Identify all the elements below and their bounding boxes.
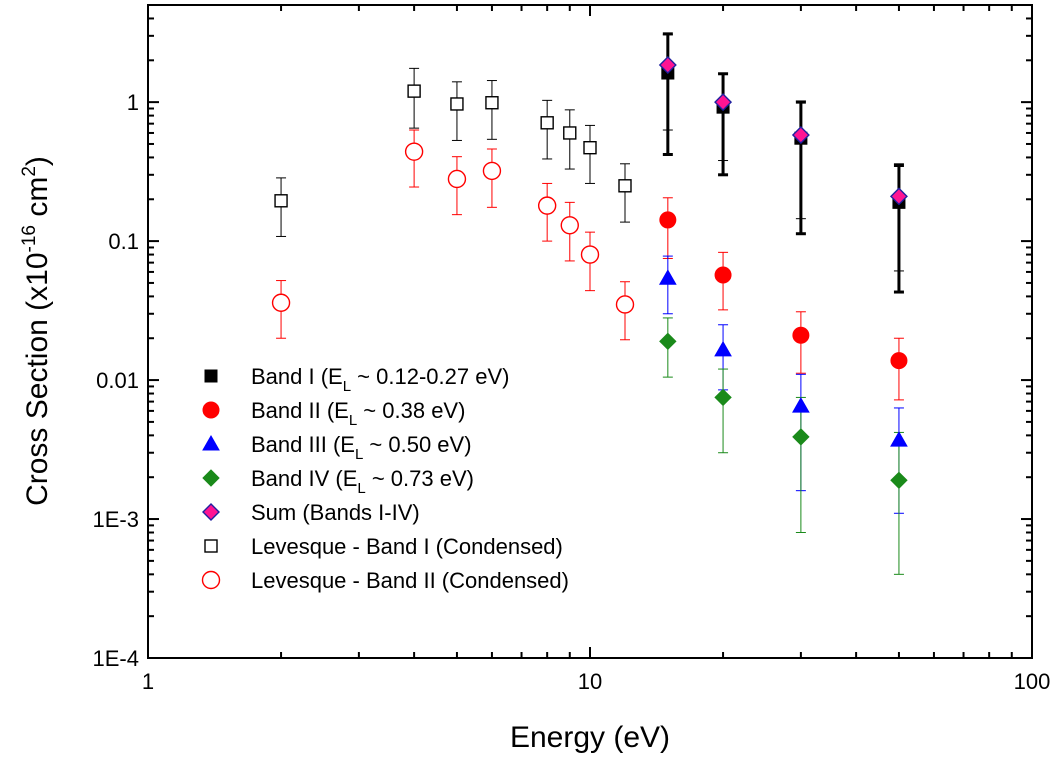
y-axis-title-end: ) xyxy=(21,156,54,166)
y-axis-title-mid: cm xyxy=(21,177,54,225)
data-point xyxy=(563,126,577,140)
legend-label: Band I (EL ~ 0.12-0.27 eV) xyxy=(251,364,509,395)
plot-frame xyxy=(147,4,1033,659)
data-point xyxy=(658,56,677,74)
data-point xyxy=(537,196,557,215)
x-tick-label: 1 xyxy=(142,669,154,694)
data-point xyxy=(792,397,810,413)
data-point xyxy=(407,84,421,98)
x-tick-label: 100 xyxy=(1014,669,1051,694)
y-tick-label: 1E-4 xyxy=(93,646,139,671)
legend-label: Band III (EL ~ 0.50 eV) xyxy=(251,432,472,463)
data-point xyxy=(583,141,597,155)
data-point xyxy=(714,340,732,357)
data-point xyxy=(890,431,908,447)
legend-label: Band IV (EL ~ 0.73 eV) xyxy=(251,466,474,497)
data-markers xyxy=(271,56,908,490)
x-axis-title: Energy (eV) xyxy=(510,721,670,754)
y-axis-title-exp1: -16 xyxy=(19,225,40,252)
data-point xyxy=(404,142,424,161)
y-tick-label: 0.1 xyxy=(108,229,139,254)
x-tick-label: 10 xyxy=(578,669,602,694)
data-point xyxy=(792,428,810,446)
data-point xyxy=(274,194,288,208)
y-axis-title: Cross Section (x10-16 cm2) xyxy=(19,156,54,506)
legend-marker xyxy=(202,434,220,451)
y-tick-label: 1E-3 xyxy=(93,507,139,532)
data-point xyxy=(450,97,464,111)
data-point xyxy=(485,96,499,110)
data-point xyxy=(714,266,732,284)
y-axis-title-main: Cross Section (x10 xyxy=(21,252,54,505)
legend-label: Band II (EL ~ 0.38 eV) xyxy=(251,398,465,429)
data-point xyxy=(658,269,677,285)
error-bars xyxy=(276,32,904,575)
legend-label: Levesque - Band I (Condensed) xyxy=(251,534,563,559)
legend-marker xyxy=(202,401,220,419)
legend-label: Sum (Bands I-IV) xyxy=(251,500,420,525)
legend-marker xyxy=(204,539,218,553)
data-point xyxy=(792,326,810,344)
y-tick-label: 1 xyxy=(127,90,139,115)
legend: Band I (EL ~ 0.12-0.27 eV)Band II (EL ~ … xyxy=(201,364,569,593)
data-point xyxy=(271,293,291,312)
data-point xyxy=(482,161,502,181)
data-point xyxy=(714,388,732,407)
data-point xyxy=(540,116,554,130)
data-point xyxy=(890,471,908,490)
data-point xyxy=(659,211,677,229)
y-tick-label: 0.01 xyxy=(96,368,139,393)
y-axis-title-exp2: 2 xyxy=(19,166,40,177)
data-point xyxy=(791,126,810,144)
data-point xyxy=(560,216,579,235)
data-point xyxy=(889,187,908,206)
data-point xyxy=(618,179,632,193)
legend-marker xyxy=(202,503,220,521)
tick-labels: 1 10 100 1E-4 1E-3 0.01 0.1 1 xyxy=(93,90,1051,694)
data-point xyxy=(659,332,677,351)
legend-marker xyxy=(201,570,221,590)
data-point xyxy=(615,295,635,314)
legend-marker xyxy=(202,469,220,487)
legend-marker xyxy=(204,369,218,383)
data-point xyxy=(890,352,908,370)
data-point xyxy=(714,93,733,112)
data-point xyxy=(447,169,467,189)
legend-label: Levesque - Band II (Condensed) xyxy=(251,568,569,593)
data-point xyxy=(580,245,600,264)
